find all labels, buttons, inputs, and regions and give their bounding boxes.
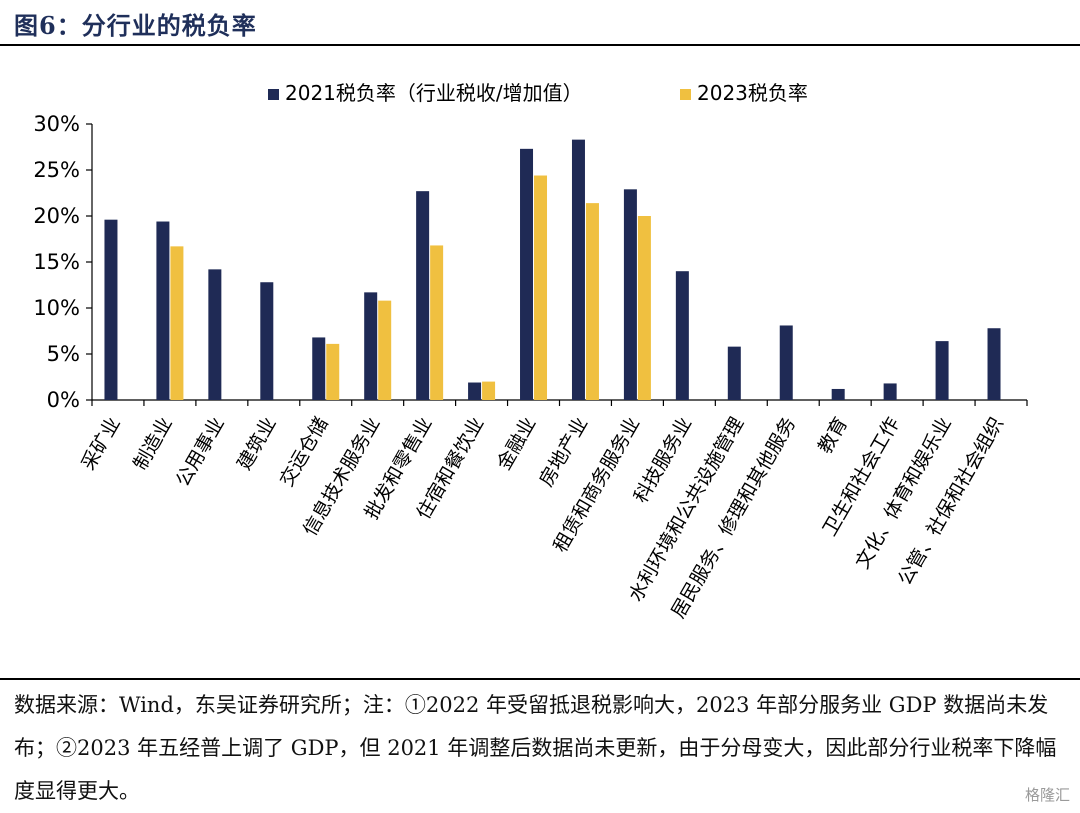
x-category-label: 公用事业 [172, 414, 229, 491]
bar-2021-3 [260, 282, 274, 400]
bar-2021-0 [104, 219, 118, 400]
bar-2021-7 [468, 382, 482, 400]
legend-label-0: 2021税负率（行业税收/增加值） [285, 81, 583, 105]
x-category-label: 文化、体育和娱乐业 [851, 414, 956, 573]
bar-2021-5 [364, 292, 378, 400]
bar-2021-17 [987, 328, 1001, 400]
y-tick-label: 30% [33, 112, 80, 136]
bar-2023-10 [637, 216, 651, 400]
bar-2023-1 [170, 246, 184, 400]
legend-swatch-0 [268, 89, 279, 100]
bar-2023-8 [534, 175, 548, 400]
bar-2021-10 [623, 189, 637, 400]
y-tick-label: 10% [33, 296, 80, 320]
bar-2023-6 [430, 245, 444, 400]
bar-2023-5 [378, 300, 392, 400]
legend-label-1: 2023税负率 [697, 81, 808, 105]
bar-2021-8 [520, 148, 534, 400]
x-category-label: 建筑业 [233, 414, 281, 474]
source-note: 数据来源：Wind，东吴证券研究所；注：①2022 年受留抵退税影响大，2023… [14, 693, 1057, 803]
bar-chart: 2021税负率（行业税收/增加值） 2023税负率 0% 5% 10% 15% 20% 25%… [33, 81, 1028, 622]
bar-2021-2 [208, 269, 222, 400]
bar-2023-9 [585, 203, 599, 400]
x-category-label: 教育 [814, 414, 852, 458]
x-category-label: 制造业 [129, 414, 177, 474]
bar-2021-6 [416, 191, 430, 400]
top-rule [0, 44, 1080, 46]
bar-2021-16 [935, 341, 949, 400]
watermark: 格隆汇 [1024, 786, 1070, 804]
bar-2021-9 [571, 139, 585, 400]
y-tick-label: 15% [33, 250, 80, 274]
legend-swatch-1 [680, 89, 691, 100]
x-category-label: 采矿业 [77, 414, 125, 474]
y-tick-label: 0% [47, 388, 80, 412]
y-tick-label: 25% [33, 158, 80, 182]
bar-2021-13 [779, 325, 793, 400]
bar-2021-1 [156, 221, 170, 400]
bar-2023-7 [482, 381, 496, 400]
y-tick-label: 5% [47, 342, 80, 366]
x-category-label: 金融业 [493, 414, 541, 474]
bar-2021-15 [883, 383, 897, 400]
bottom-rule [0, 678, 1080, 680]
y-tick-label: 20% [33, 204, 80, 228]
bar-2021-14 [831, 388, 845, 400]
bar-2023-4 [326, 343, 340, 400]
figure-title: 图6：分行业的税负率 [14, 11, 257, 40]
bar-2021-4 [312, 337, 326, 400]
x-category-label: 房地产业 [535, 414, 592, 491]
x-category-label: 交运仓储 [276, 414, 333, 491]
bar-2021-11 [675, 271, 689, 400]
bar-2021-12 [727, 346, 741, 400]
